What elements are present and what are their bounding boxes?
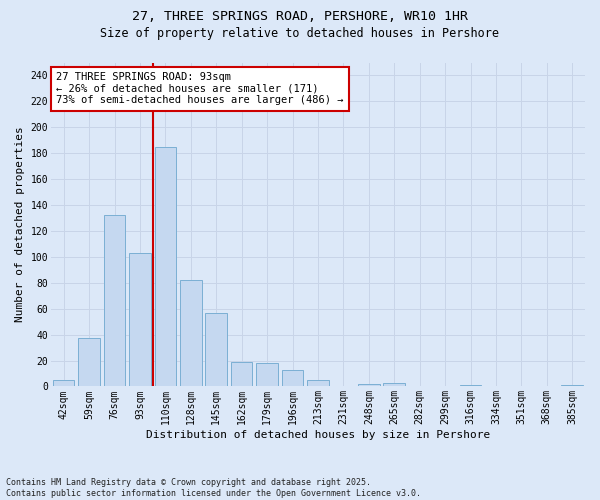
Bar — [104, 216, 125, 386]
Y-axis label: Number of detached properties: Number of detached properties — [15, 126, 25, 322]
Bar — [231, 362, 253, 386]
Bar — [307, 380, 329, 386]
Bar — [180, 280, 202, 386]
Bar — [282, 370, 304, 386]
Bar — [256, 363, 278, 386]
Text: Contains HM Land Registry data © Crown copyright and database right 2025.
Contai: Contains HM Land Registry data © Crown c… — [6, 478, 421, 498]
Bar — [78, 338, 100, 386]
Bar — [383, 382, 405, 386]
X-axis label: Distribution of detached houses by size in Pershore: Distribution of detached houses by size … — [146, 430, 490, 440]
Text: 27 THREE SPRINGS ROAD: 93sqm
← 26% of detached houses are smaller (171)
73% of s: 27 THREE SPRINGS ROAD: 93sqm ← 26% of de… — [56, 72, 344, 106]
Bar — [205, 312, 227, 386]
Bar — [53, 380, 74, 386]
Bar — [155, 146, 176, 386]
Text: Size of property relative to detached houses in Pershore: Size of property relative to detached ho… — [101, 28, 499, 40]
Bar — [358, 384, 380, 386]
Bar — [129, 253, 151, 386]
Bar — [460, 385, 481, 386]
Text: 27, THREE SPRINGS ROAD, PERSHORE, WR10 1HR: 27, THREE SPRINGS ROAD, PERSHORE, WR10 1… — [132, 10, 468, 23]
Bar — [562, 385, 583, 386]
